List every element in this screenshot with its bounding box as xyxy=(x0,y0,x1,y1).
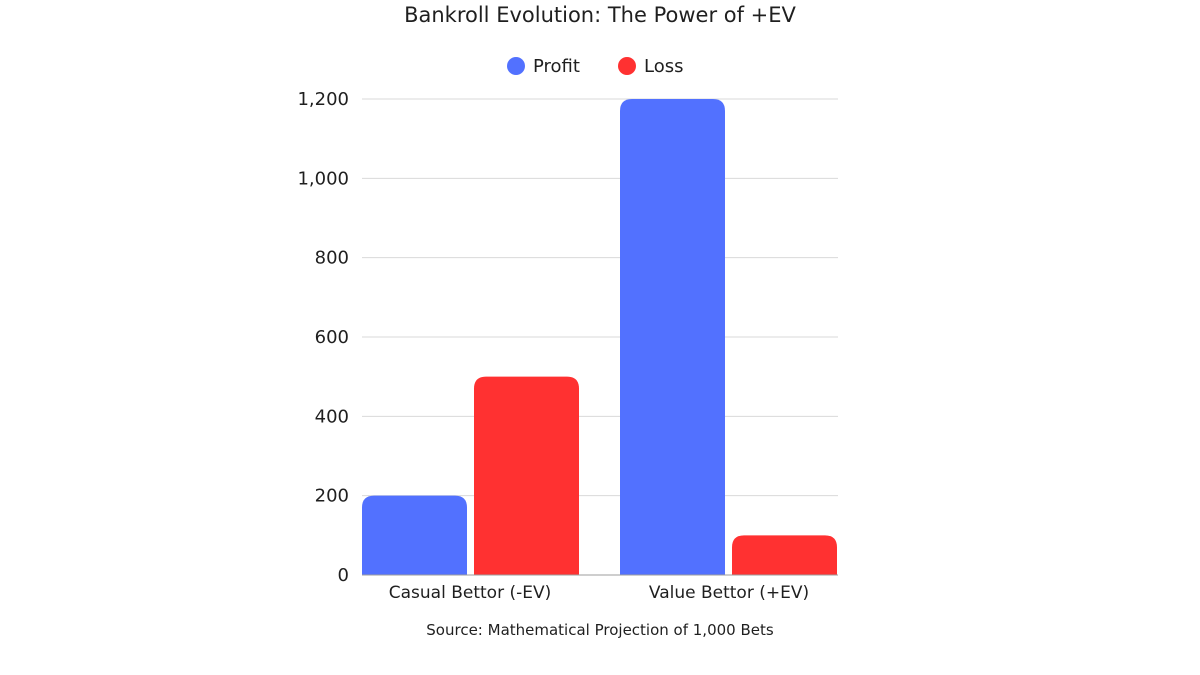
legend: Profit Loss xyxy=(507,56,683,77)
x-category-label-casual-bettor: Casual Bettor (-EV) xyxy=(389,583,551,603)
bars xyxy=(362,99,837,575)
legend-label-loss: Loss xyxy=(644,56,683,77)
bar-loss-casual-bettor-ev xyxy=(474,376,579,575)
y-tick-label: 600 xyxy=(315,327,349,348)
bar-profit-casual-bettor-ev xyxy=(362,495,467,575)
y-tick-label: 400 xyxy=(315,406,349,427)
source-note: Source: Mathematical Projection of 1,000… xyxy=(426,621,774,639)
y-tick-label: 800 xyxy=(315,248,349,269)
bar-profit-value-bettor-ev xyxy=(620,99,725,575)
legend-marker-loss xyxy=(618,57,636,75)
bar-loss-value-bettor-ev xyxy=(732,535,837,575)
y-tick-label: 1,000 xyxy=(297,168,349,189)
grid-lines xyxy=(362,98,838,497)
y-axis-tick-labels: 0 200 400 600 800 1,000 1,200 xyxy=(297,89,349,586)
chart-title: Bankroll Evolution: The Power of +EV xyxy=(404,3,796,27)
y-tick-label: 0 xyxy=(338,565,349,586)
y-tick-label: 200 xyxy=(315,486,349,507)
legend-label-profit: Profit xyxy=(533,56,580,77)
y-tick-label: 1,200 xyxy=(297,89,349,110)
x-category-label-value-bettor: Value Bettor (+EV) xyxy=(649,583,809,603)
legend-marker-profit xyxy=(507,57,525,75)
